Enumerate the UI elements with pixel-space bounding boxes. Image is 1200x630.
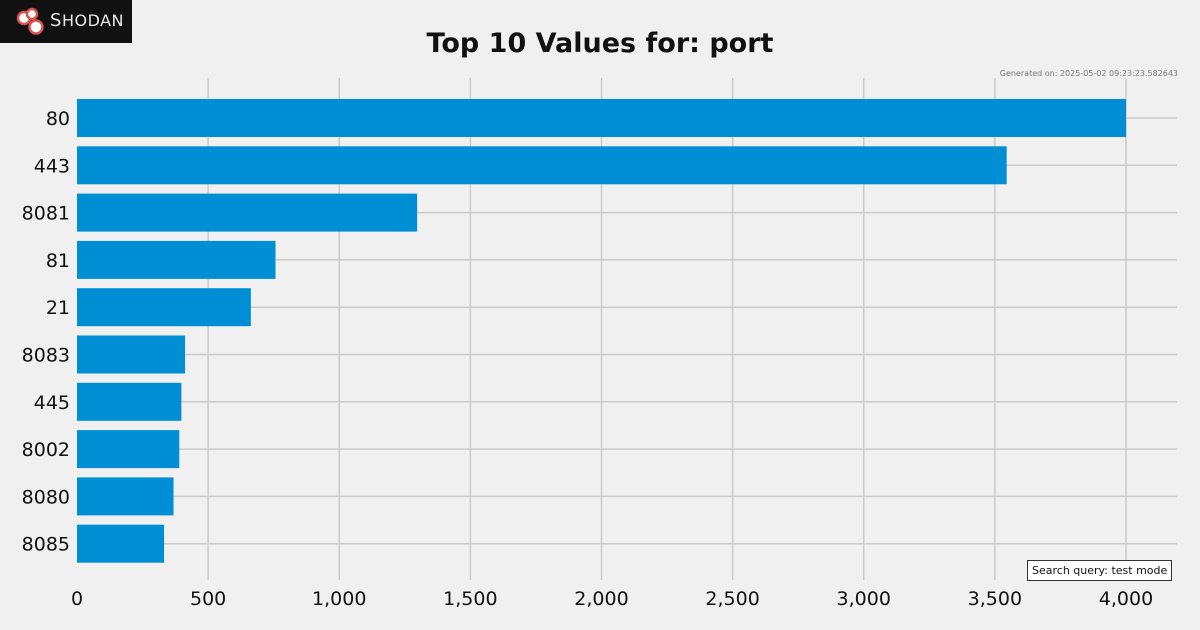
y-tick-label: 81	[46, 250, 70, 272]
bar-8081	[77, 193, 418, 232]
bar-80	[77, 99, 1126, 137]
y-tick-label: 8081	[22, 203, 70, 225]
y-tick-label: 21	[46, 297, 70, 319]
bar-443	[77, 146, 1007, 185]
shodan-logo[interactable]: SHODAN	[0, 0, 132, 43]
shodan-logo-icon	[16, 7, 44, 35]
x-tick-label: 0	[71, 588, 83, 610]
logo-text: SHODAN	[50, 10, 125, 31]
x-tick-label: 2,000	[574, 588, 628, 610]
x-tick-label: 3,500	[968, 588, 1022, 610]
bar-8002	[77, 430, 180, 469]
x-tick-label: 3,000	[837, 588, 891, 610]
bar-8083	[77, 335, 186, 374]
bar-8080	[77, 477, 174, 516]
x-tick-label: 1,500	[443, 588, 497, 610]
bar-8085	[77, 524, 165, 563]
bar-21	[77, 288, 251, 327]
generated-timestamp: Generated on: 2025-05-02 09:23:23.582643	[999, 69, 1178, 78]
x-tick-label: 500	[190, 588, 226, 610]
y-tick-label: 445	[34, 392, 70, 414]
y-tick-label: 8083	[22, 345, 70, 367]
y-tick-label: 443	[34, 155, 70, 177]
x-tick-label: 4,000	[1099, 588, 1153, 610]
bar-81	[77, 240, 276, 279]
x-tick-label: 1,000	[312, 588, 366, 610]
y-tick-label: 8080	[22, 486, 70, 508]
chart-title: Top 10 Values for: port	[426, 28, 774, 59]
y-tick-label: 8002	[22, 439, 70, 461]
y-tick-label: 80	[46, 108, 70, 130]
y-tick-label: 8085	[22, 534, 70, 556]
search-query-box: Search query: test mode	[1027, 560, 1173, 581]
x-tick-label: 2,500	[705, 588, 759, 610]
bar-445	[77, 382, 182, 421]
